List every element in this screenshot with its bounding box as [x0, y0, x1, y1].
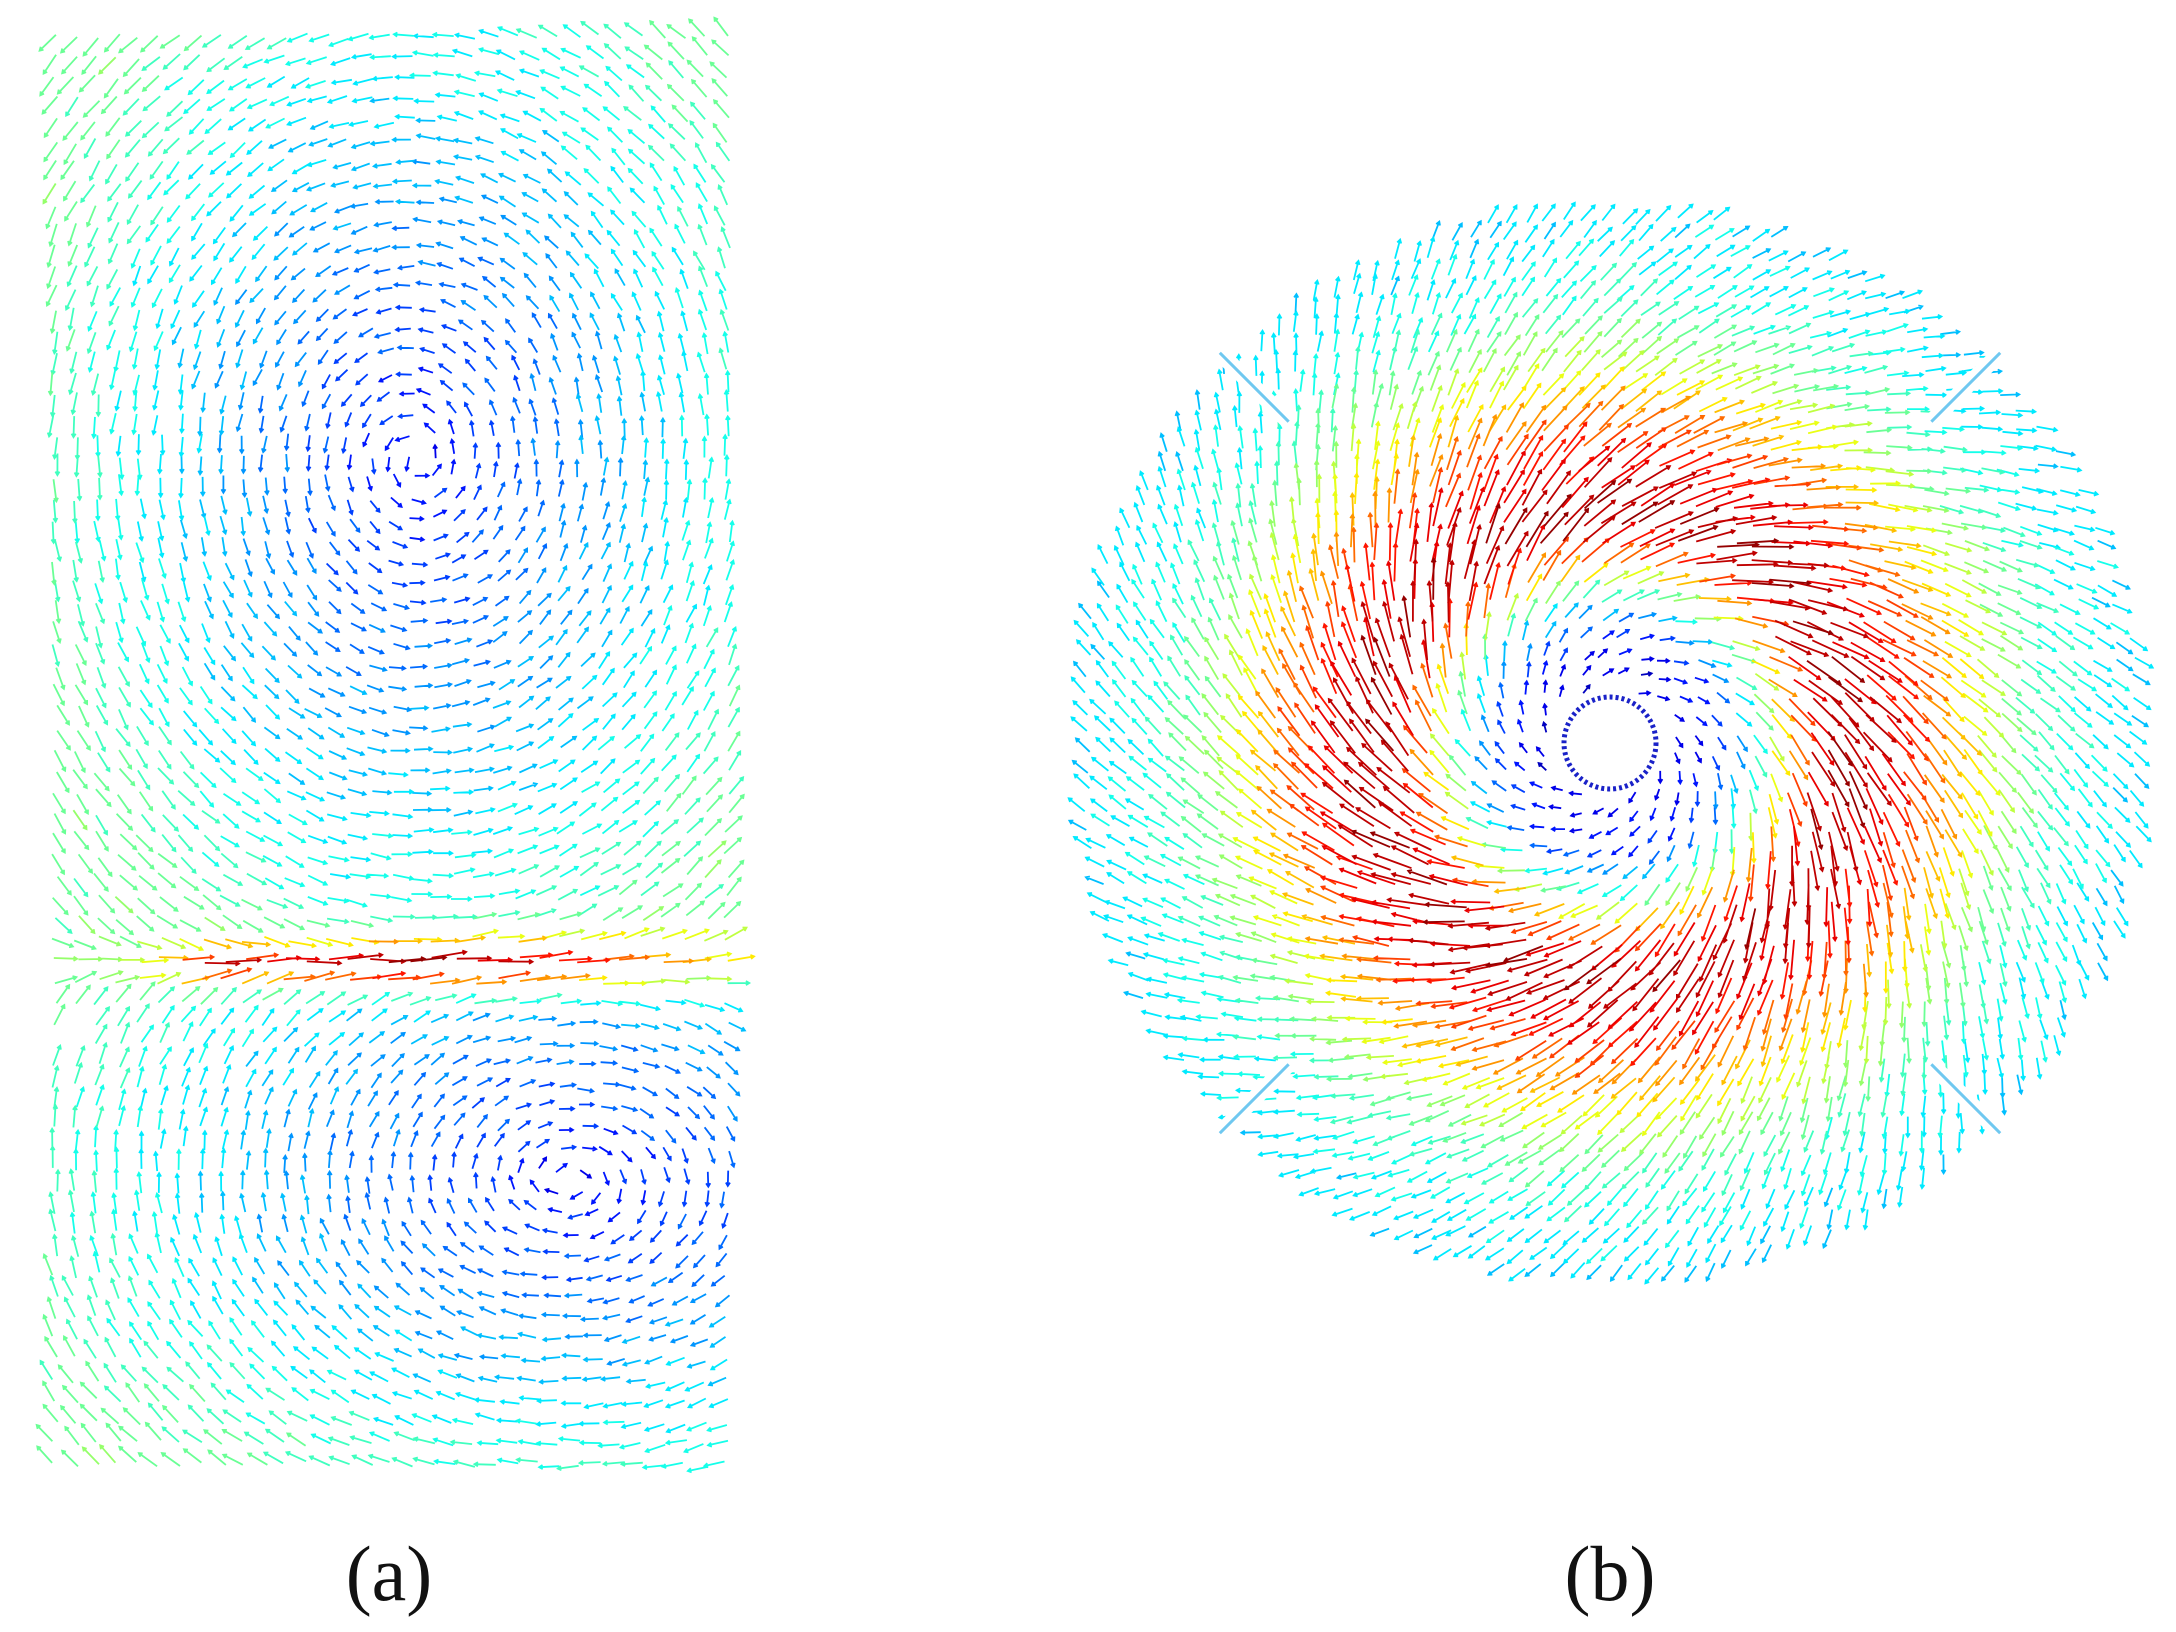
- baffle: [1218, 1063, 1290, 1135]
- vector-arrows: [69, 24, 737, 1474]
- vector-arrows: [1321, 456, 1902, 1028]
- vector-arrows: [346, 366, 657, 1240]
- panel-b: [1067, 201, 2155, 1285]
- vector-arrows: [1235, 366, 1985, 1118]
- vector-arrows: [1143, 262, 2095, 1225]
- vector-arrows: [1474, 604, 1748, 875]
- vector-arrows: [119, 926, 748, 985]
- vector-arrows: [214, 158, 741, 1366]
- vector-arrows: [1343, 478, 1868, 993]
- baffle: [1930, 351, 2002, 423]
- vector-arrows: [1513, 630, 1711, 858]
- vector-arrows: [204, 949, 535, 967]
- vector-arrows: [114, 28, 744, 1434]
- vector-arrows: [35, 16, 745, 1468]
- vector-arrows: [42, 56, 727, 1465]
- vector-arrows: [305, 304, 731, 1283]
- vector-arrows: [372, 949, 611, 980]
- vector-arrows: [1277, 419, 1935, 1078]
- vector-arrows: [1249, 384, 1983, 1103]
- vector-arrows: [158, 935, 713, 985]
- vector-arrows: [264, 930, 756, 981]
- vector-arrows: [1518, 648, 1704, 834]
- vector-arrows: [139, 927, 733, 987]
- panel-label: (a): [346, 1530, 433, 1617]
- vector-arrows: [1537, 671, 1654, 771]
- vector-arrows: [368, 938, 695, 985]
- baffle: [1218, 351, 1290, 423]
- vector-arrows: [267, 952, 514, 963]
- baffle: [1930, 1063, 2002, 1135]
- vector-arrows: [1300, 421, 1931, 1067]
- vector-arrows: [202, 953, 651, 982]
- vector-arrows: [1216, 336, 2016, 1152]
- vector-arrows: [1491, 612, 1731, 865]
- vector-arrows: [1216, 363, 2001, 1137]
- vector-arrows: [39, 20, 752, 1472]
- shaft: [1561, 694, 1659, 792]
- vector-arrows: [171, 97, 747, 1387]
- vector-arrows: [1067, 201, 2155, 1285]
- vector-arrows: [1184, 318, 2034, 1158]
- panel-a: [35, 16, 756, 1474]
- vector-arrows: [1164, 311, 2038, 1188]
- panel-label: (b): [1565, 1530, 1656, 1617]
- vector-arrows: [257, 225, 736, 1324]
- vector-arrows: [1494, 629, 1727, 858]
- vector-arrows: [432, 443, 593, 1195]
- vector-arrows: [1310, 437, 1913, 1049]
- vector-arrows: [388, 954, 448, 964]
